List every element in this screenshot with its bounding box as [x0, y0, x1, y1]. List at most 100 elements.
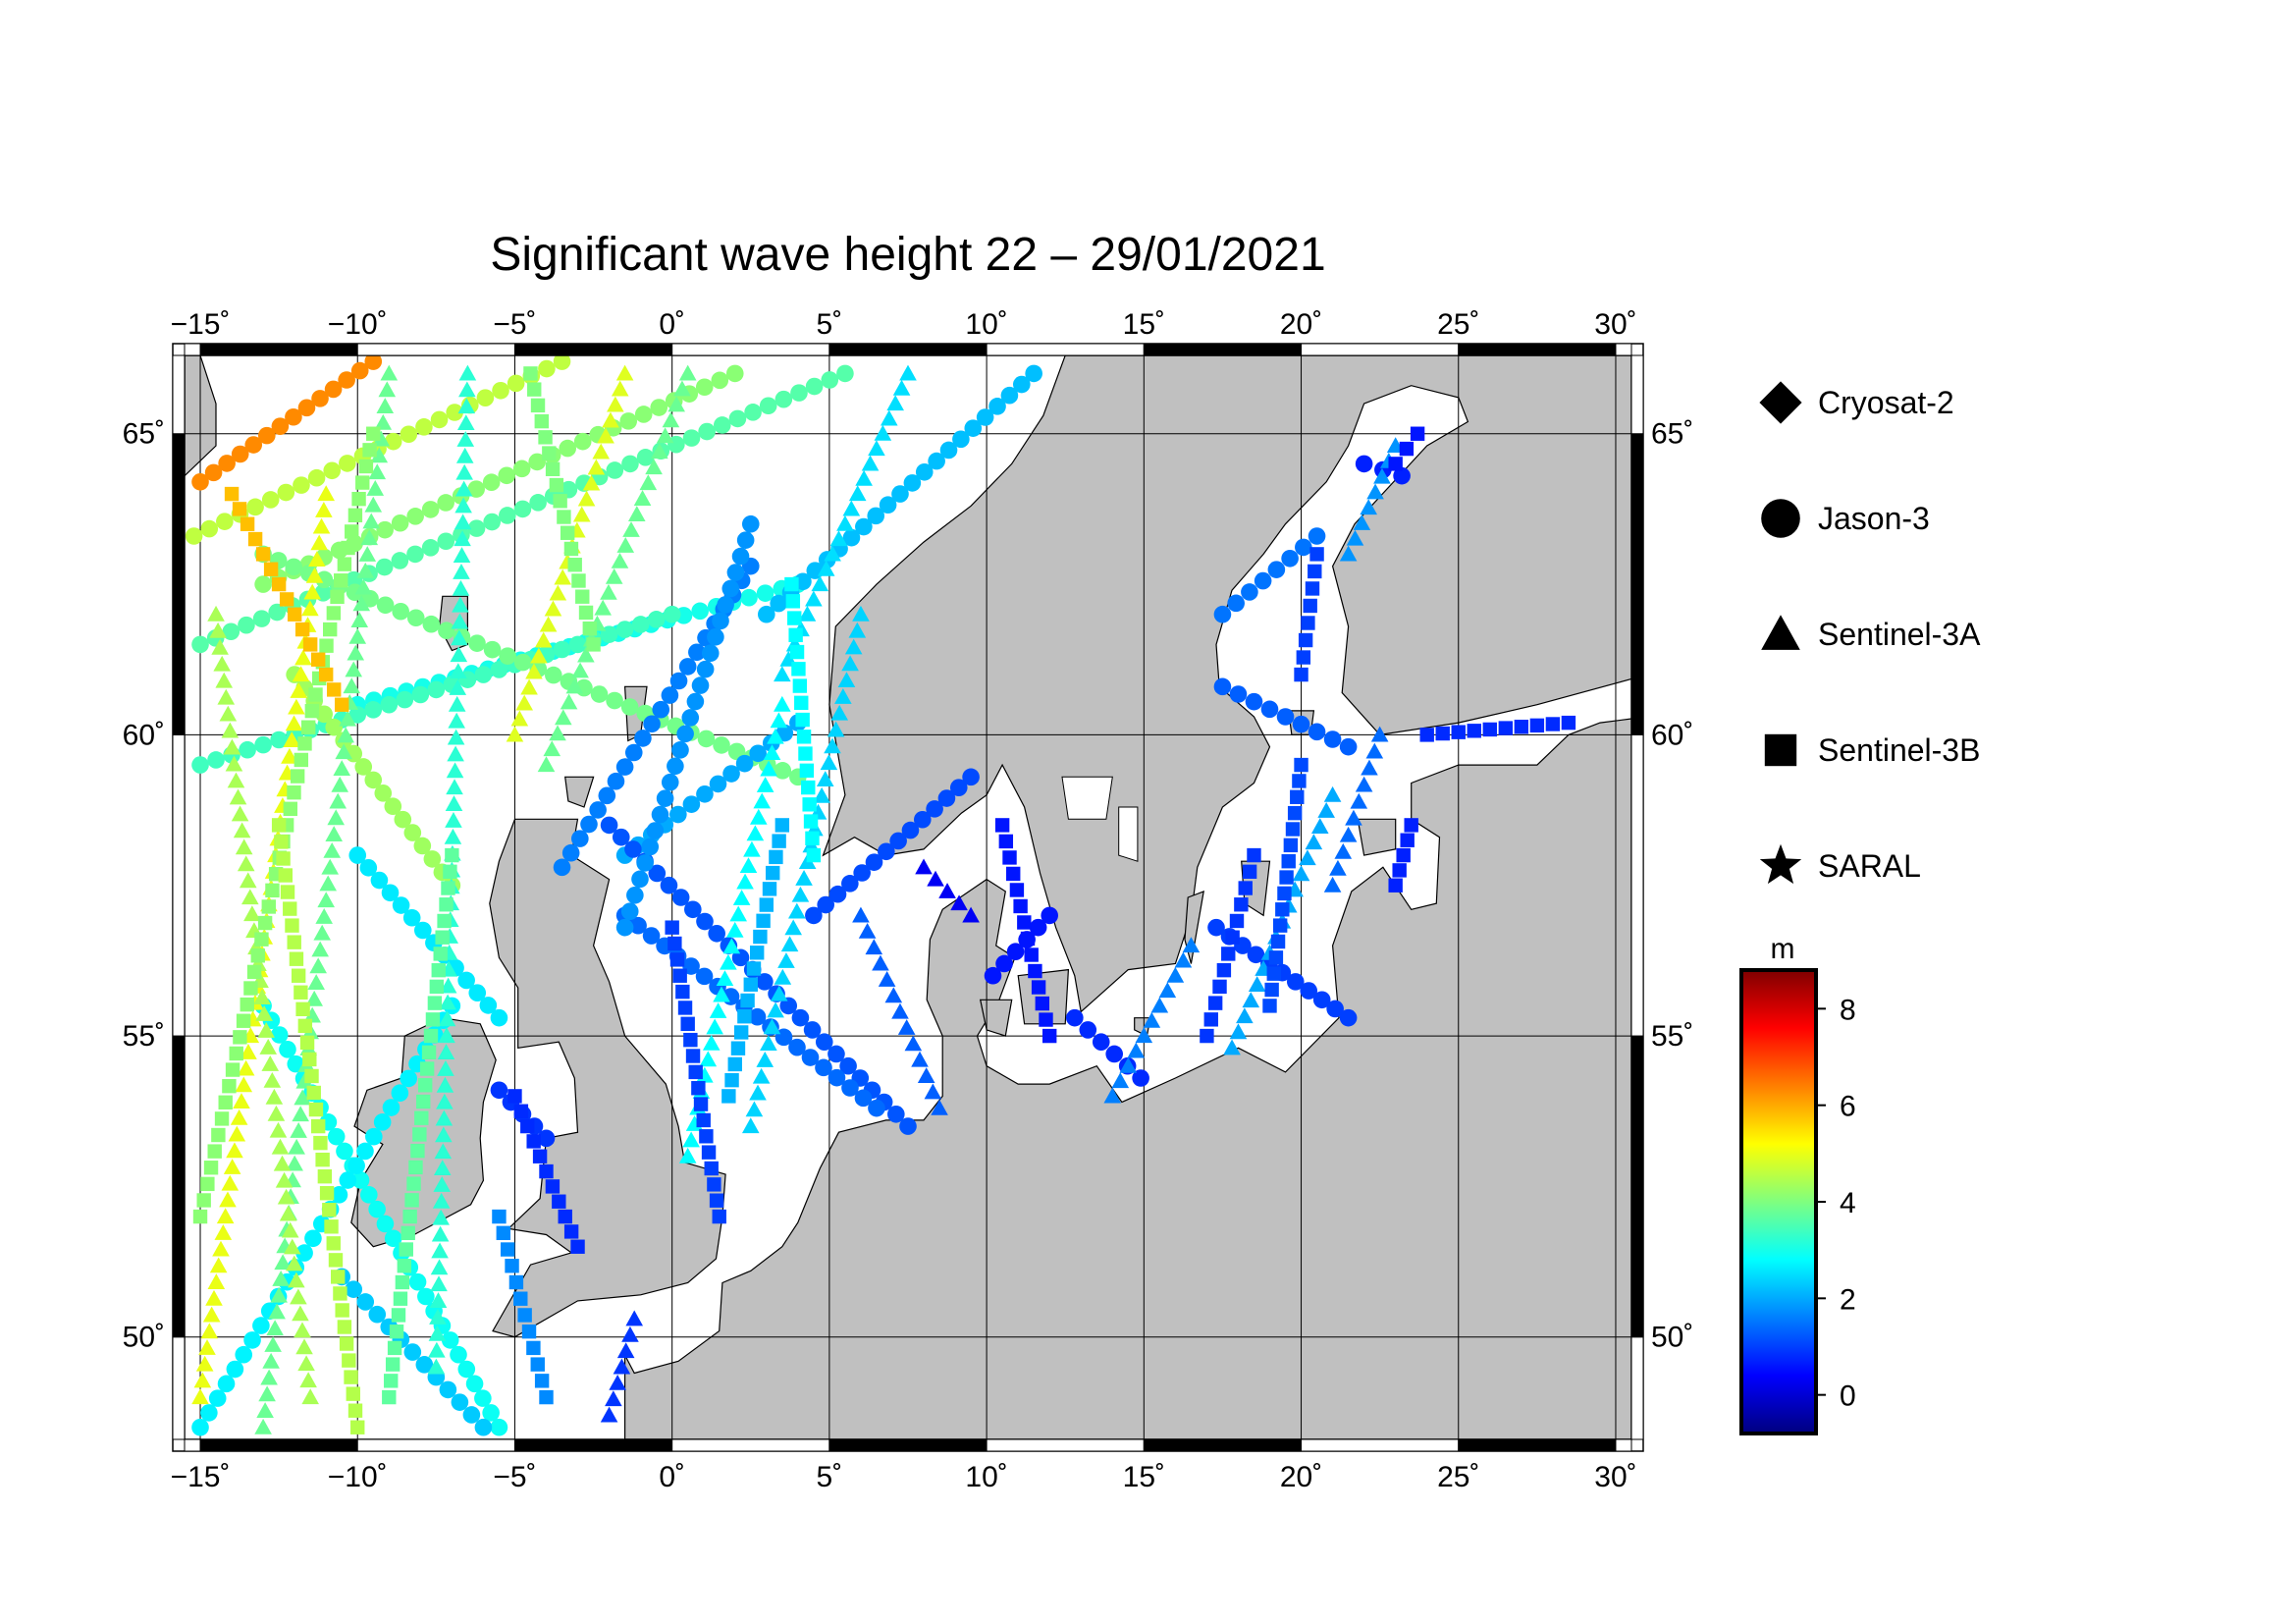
track-point: [737, 1009, 752, 1024]
colorbar-tick-label: 6: [1840, 1091, 1856, 1123]
track-point: [437, 1060, 454, 1076]
track-point: [233, 1030, 247, 1045]
track-sentinel-3b: [382, 847, 459, 1405]
track-point: [899, 1117, 917, 1135]
track-point: [683, 1032, 698, 1048]
track-point: [450, 646, 468, 663]
track-point: [437, 532, 455, 551]
track-point: [264, 1336, 282, 1352]
track-point: [669, 805, 687, 824]
track-point: [436, 1093, 454, 1109]
track-point: [285, 558, 303, 576]
track-point: [389, 1324, 404, 1339]
track-point: [218, 455, 236, 472]
track-point: [1308, 723, 1326, 741]
frame-bar-bottom: [356, 1438, 515, 1452]
track-point: [393, 1291, 408, 1306]
track-point: [1221, 947, 1236, 961]
track-point: [878, 971, 896, 987]
track-point: [868, 1099, 885, 1117]
track-point: [336, 1142, 353, 1161]
track-point: [270, 1026, 289, 1044]
track-point: [209, 622, 227, 638]
track-point: [445, 847, 459, 863]
frame-bar-left: [172, 1035, 186, 1338]
track-point: [924, 1083, 942, 1100]
track-point: [1305, 581, 1320, 596]
track-point: [512, 460, 531, 478]
track-point: [1247, 847, 1261, 863]
track-point: [299, 1372, 317, 1388]
track-point: [886, 395, 904, 411]
track-point: [791, 662, 806, 676]
colorbar-tick-label: 8: [1840, 994, 1856, 1026]
track-point: [1366, 483, 1384, 500]
track-point: [294, 1322, 311, 1338]
track-point: [631, 870, 649, 889]
track-point: [200, 1176, 215, 1192]
track-point: [673, 380, 691, 397]
track-point: [868, 440, 885, 457]
lon-tick-label-bottom: −15˚: [171, 1461, 231, 1493]
track-point: [354, 758, 373, 776]
track-point: [490, 1008, 508, 1027]
track-point: [904, 1035, 923, 1052]
track-point: [805, 377, 824, 396]
track-point: [669, 952, 685, 967]
track-point: [1150, 997, 1169, 1013]
track-point: [399, 1242, 413, 1257]
track-point: [211, 1127, 226, 1143]
track-point: [712, 1209, 726, 1224]
colorbar-tick-label: 4: [1840, 1187, 1856, 1219]
track-point: [231, 805, 249, 822]
track-point: [660, 876, 678, 894]
track-point: [231, 445, 249, 463]
track-point: [709, 1193, 724, 1208]
track-point: [1242, 992, 1260, 1008]
track-point: [364, 771, 383, 789]
track-point: [545, 461, 561, 477]
graticule: [185, 355, 1631, 1439]
track-sentinel-3b: [523, 366, 601, 652]
track-point: [675, 984, 690, 1000]
track-point: [344, 1370, 358, 1384]
track-point: [667, 936, 682, 951]
track-sentinel-3b: [492, 1209, 554, 1405]
track-point: [537, 1129, 556, 1148]
track-point: [308, 1102, 324, 1117]
track-point: [915, 462, 934, 481]
track-point: [417, 1287, 435, 1306]
track-point: [307, 468, 326, 487]
lon-tick-label-bottom: 25˚: [1437, 1461, 1479, 1493]
track-point: [237, 1059, 255, 1076]
track-point: [1277, 886, 1292, 901]
track-point: [774, 390, 793, 408]
frame-bar-bottom: [1301, 1438, 1460, 1452]
track-point: [402, 1209, 417, 1224]
track-point: [387, 1340, 402, 1356]
track-point: [998, 834, 1014, 849]
track-point: [1400, 833, 1415, 847]
track-point: [428, 1325, 447, 1341]
track-point: [427, 680, 446, 699]
track-point: [1323, 730, 1342, 748]
track-point: [1009, 883, 1025, 897]
track-point: [743, 977, 758, 992]
track-point: [339, 1171, 357, 1189]
track-point: [631, 616, 650, 633]
track-point: [899, 364, 917, 381]
track-point: [553, 640, 571, 659]
track-point: [897, 1019, 916, 1035]
track-point: [615, 621, 634, 638]
track-point: [798, 746, 813, 761]
track-point: [476, 389, 495, 406]
track-point: [1267, 561, 1286, 578]
track-sentinel-3b: [1388, 818, 1418, 893]
track-point: [337, 557, 352, 571]
lon-tick-label-top: 15˚: [1123, 308, 1165, 341]
track-point: [490, 661, 508, 678]
track-point: [243, 905, 261, 922]
track-jason-3: [1213, 677, 1358, 756]
track-point: [430, 1275, 448, 1292]
